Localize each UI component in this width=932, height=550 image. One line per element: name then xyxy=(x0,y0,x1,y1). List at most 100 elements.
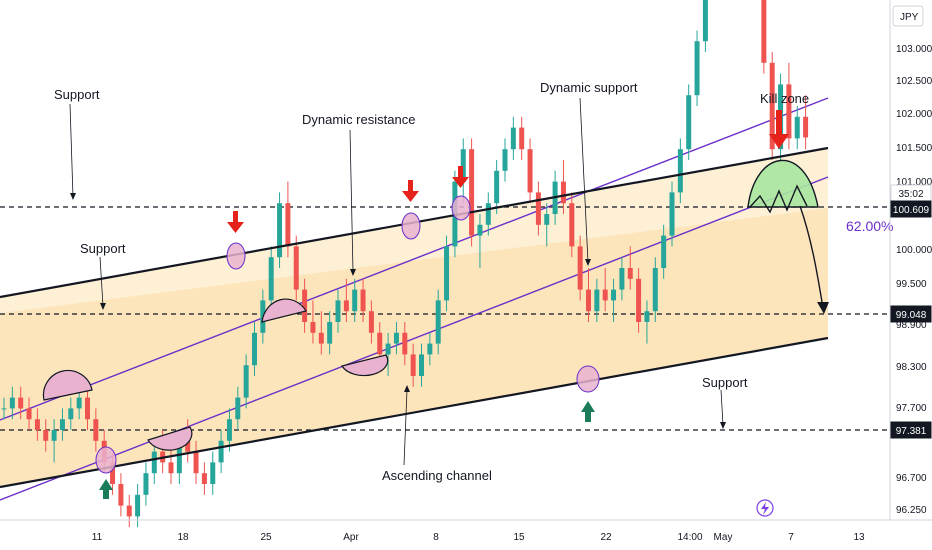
candle-body xyxy=(9,397,15,409)
projection-arrowhead xyxy=(817,302,829,314)
candle-body xyxy=(76,397,82,409)
candle-body xyxy=(318,332,324,344)
red-arrow-3 xyxy=(452,166,469,188)
pointer-support-mid xyxy=(99,256,104,307)
pointer-dynamic-support xyxy=(579,97,589,263)
price-tick-label: 102.500 xyxy=(896,76,932,87)
time-tick-label: 15 xyxy=(513,532,525,543)
pointer-ascending-channel-head xyxy=(404,385,410,392)
candle-body xyxy=(410,354,416,376)
arc-bottom-1 xyxy=(147,426,193,451)
time-axis[interactable]: 11 18 25 Apr 8 15 22 14:00 May 7 13 xyxy=(92,532,865,543)
candle-body xyxy=(252,332,257,366)
pointer-support-top xyxy=(69,103,74,198)
candle-body xyxy=(477,224,483,236)
price-tag-label: 97.381 xyxy=(896,426,927,437)
candle-body xyxy=(18,397,24,409)
candle-body xyxy=(602,289,608,301)
kill-zone-dome xyxy=(747,159,819,208)
price-tag-label: 100.609 xyxy=(893,205,930,216)
time-tick-label: 7 xyxy=(788,532,794,543)
price-tag-box xyxy=(890,200,932,218)
candles-group xyxy=(1,0,809,528)
candle-body xyxy=(68,408,74,420)
time-tick-label: Apr xyxy=(343,532,359,543)
candle-body xyxy=(277,203,283,258)
touch-circle-2 xyxy=(226,242,246,270)
candle-body xyxy=(435,300,441,344)
candle-body xyxy=(502,149,508,171)
label-support-mid: Support xyxy=(80,241,126,256)
price-tick-label: 102.000 xyxy=(896,109,932,120)
candle-body xyxy=(210,462,216,484)
time-tick-label: 8 xyxy=(433,532,439,543)
candle-body xyxy=(302,289,308,322)
price-tick-label: 101.000 xyxy=(896,177,932,188)
label-support-bottom: Support xyxy=(702,375,748,390)
price-axis[interactable]: 103.000 102.500 102.000 101.500 101.000 100.0… xyxy=(896,44,932,516)
candle-body xyxy=(218,440,224,463)
candle-body xyxy=(226,419,232,441)
candle-body xyxy=(627,268,633,279)
label-fib-level: 62.00% xyxy=(846,218,893,234)
candle-body xyxy=(786,84,792,139)
candle-body xyxy=(168,462,174,474)
candle-body xyxy=(176,440,182,474)
pointer-support-bottom-head xyxy=(720,422,726,429)
arc-top-1 xyxy=(42,369,93,401)
green-arrow-1 xyxy=(99,479,113,499)
label-dynamic-support: Dynamic support xyxy=(540,80,638,95)
candle-body xyxy=(469,149,475,236)
candle-body xyxy=(794,116,800,139)
candle-body xyxy=(636,278,642,322)
price-tick-label: 101.500 xyxy=(896,143,932,154)
candle-body xyxy=(201,473,207,484)
time-tick-label: 11 xyxy=(92,532,103,543)
time-tick-label: 14:00 xyxy=(677,532,702,543)
pointer-dynamic-resistance-head xyxy=(350,269,356,276)
touch-circle-4 xyxy=(451,195,471,221)
candle-body xyxy=(535,192,541,225)
candle-body xyxy=(118,484,124,506)
pointer-dynamic-resistance xyxy=(349,129,354,273)
candle-body xyxy=(43,430,49,441)
candle-body xyxy=(393,332,399,344)
candle-body xyxy=(360,289,366,312)
red-arrow-kill-zone xyxy=(769,110,789,149)
candle-body xyxy=(193,451,199,474)
candle-body xyxy=(335,300,341,322)
candle-body xyxy=(327,322,333,344)
price-tick-label: 99.500 xyxy=(896,279,927,290)
price-tick-label: 96.250 xyxy=(896,505,927,516)
candle-body xyxy=(110,462,116,484)
candle-body xyxy=(310,322,316,333)
candle-body xyxy=(761,0,767,63)
candle-body xyxy=(560,181,566,204)
channel-lower-line xyxy=(0,336,829,489)
candle-body xyxy=(644,311,650,322)
candle-body xyxy=(419,354,424,376)
pointer-support-bottom xyxy=(720,389,724,426)
dynamic-support-line xyxy=(0,176,829,501)
candle-body xyxy=(652,268,658,312)
candle-body xyxy=(661,235,667,268)
pointer-support-top-head xyxy=(70,193,76,200)
candle-body xyxy=(586,289,591,312)
candle-body xyxy=(385,343,391,355)
candle-body xyxy=(803,116,809,138)
candle-body xyxy=(293,246,299,290)
candle-body xyxy=(151,451,157,474)
projection-arrow-line xyxy=(799,205,824,309)
candle-body xyxy=(569,203,575,247)
candle-body xyxy=(619,268,625,290)
time-tick-label: 13 xyxy=(853,532,865,543)
red-arrow-1 xyxy=(227,211,244,233)
time-tick-label: May xyxy=(714,532,733,543)
arc-bottom-2 xyxy=(341,354,389,377)
candle-body xyxy=(135,494,141,517)
price-tags: 35:02 100.609 99.048 97.381 xyxy=(890,184,932,439)
touch-circle-1 xyxy=(95,446,117,474)
candle-body xyxy=(694,41,700,96)
